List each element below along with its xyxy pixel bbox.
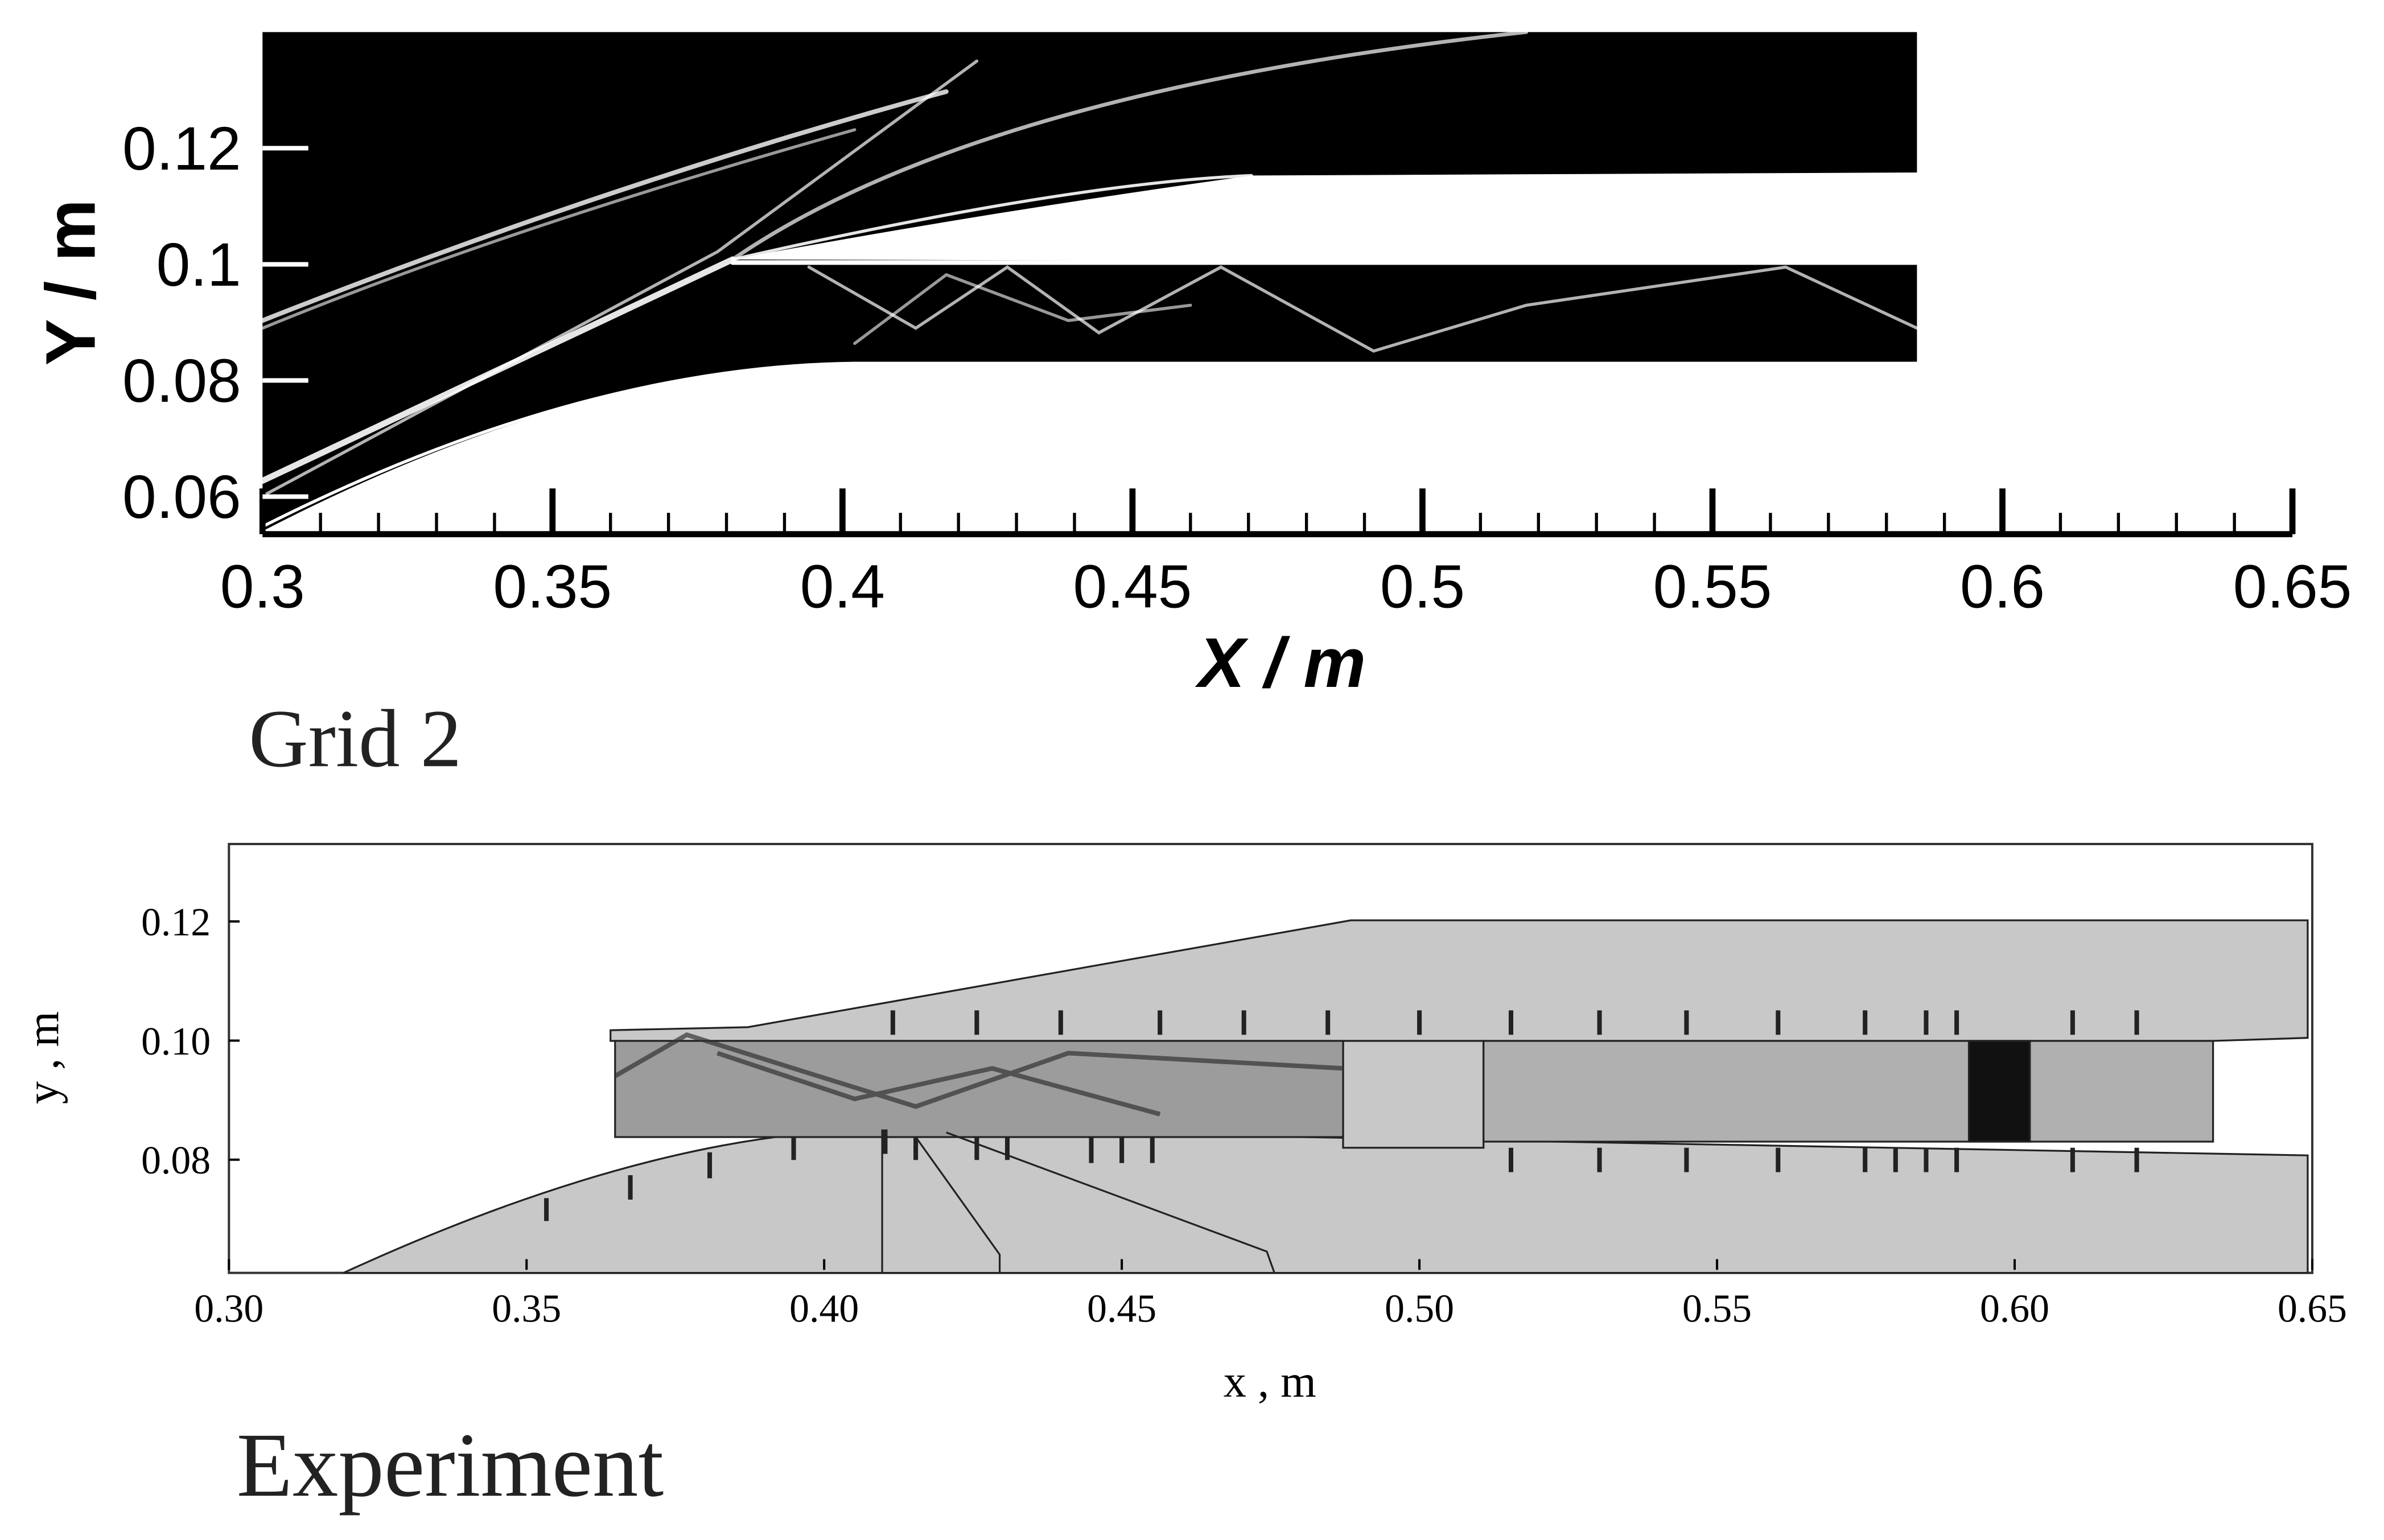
- x-tick-label: 0.30: [194, 1287, 263, 1331]
- simulation-image: [259, 30, 1920, 532]
- x-tick-label: 0.35: [493, 552, 612, 620]
- x-tick-label: 0.60: [1980, 1287, 2049, 1331]
- x-tick-label: 0.6: [1960, 552, 2045, 620]
- y-tick-label: 0.10: [141, 1020, 211, 1064]
- y-axis-label: Y / m: [31, 199, 110, 366]
- y-tick-label: 0.12: [122, 114, 241, 183]
- y-tick-label: 0.08: [122, 347, 241, 415]
- experiment-image: [343, 919, 2309, 1274]
- x-tick-label: 0.45: [1073, 552, 1192, 620]
- y-tick-label: 0.08: [141, 1139, 211, 1183]
- y-tick-label: 0.12: [141, 901, 211, 945]
- y-axis-label: y , m: [18, 1011, 68, 1104]
- caption: Experiment: [237, 1414, 664, 1516]
- y-tick-label: 0.1: [157, 230, 241, 299]
- x-tick-label: 0.65: [2278, 1287, 2347, 1331]
- x-axis-label: x , m: [1224, 1356, 1316, 1407]
- x-tick-label: 0.55: [1653, 552, 1772, 620]
- x-tick-label: 0.55: [1682, 1287, 1752, 1331]
- caption: Grid 2: [249, 693, 462, 784]
- x-tick-label: 0.4: [800, 552, 885, 620]
- x-tick-label: 0.40: [789, 1287, 859, 1331]
- x-tick-label: 0.50: [1385, 1287, 1454, 1331]
- x-tick-label: 0.65: [2233, 552, 2352, 620]
- x-tick-label: 0.45: [1087, 1287, 1156, 1331]
- y-tick-label: 0.06: [122, 463, 241, 531]
- x-tick-label: 0.3: [220, 552, 305, 620]
- x-axis-label: X / m: [1195, 624, 1366, 702]
- x-tick-label: 0.5: [1380, 552, 1465, 620]
- x-tick-label: 0.35: [492, 1287, 561, 1331]
